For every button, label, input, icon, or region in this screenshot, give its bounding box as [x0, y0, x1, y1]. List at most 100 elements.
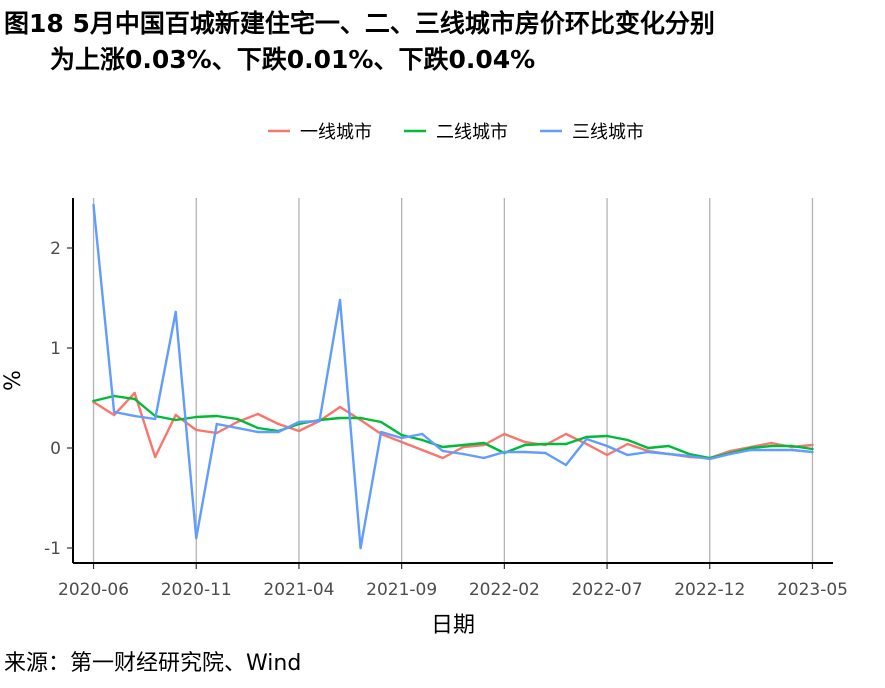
- data-point: [626, 438, 629, 442]
- data-point: [770, 441, 773, 445]
- chart-title-line2: 为上涨0.03%、下跌0.01%、下跌0.04%: [50, 45, 536, 74]
- data-point: [400, 440, 403, 444]
- x-tick-label: 2023-05: [777, 580, 848, 600]
- data-point: [112, 410, 116, 414]
- data-point: [174, 418, 177, 422]
- source-note: 来源：第一财经研究院、Wind: [4, 651, 302, 676]
- data-point: [790, 444, 794, 448]
- data-point: [626, 453, 629, 457]
- series-line-1: [92, 391, 814, 460]
- data-point: [215, 414, 218, 418]
- data-point: [256, 430, 260, 434]
- x-axis-title: 日期: [431, 613, 475, 638]
- data-point: [523, 440, 527, 444]
- data-point: [400, 436, 403, 440]
- data-point: [811, 443, 814, 447]
- data-point: [256, 412, 260, 416]
- data-point: [359, 416, 362, 420]
- data-point: [215, 422, 218, 426]
- y-tick-label: 2: [50, 239, 61, 259]
- y-tick-label: -1: [44, 539, 61, 559]
- data-point: [811, 450, 814, 454]
- data-point: [195, 428, 198, 432]
- data-point: [420, 438, 424, 442]
- data-point: [503, 450, 506, 454]
- data-point: [708, 457, 711, 461]
- data-point: [503, 432, 506, 436]
- chart-title-line1: 图18 5月中国百城新建住宅一、二、三线城市房价环比变化分别: [4, 9, 715, 38]
- data-point: [318, 419, 321, 423]
- data-point: [195, 415, 198, 419]
- data-point: [112, 413, 116, 417]
- data-point: [359, 546, 362, 550]
- x-tick-label: 2022-02: [469, 580, 540, 600]
- data-point: [729, 449, 732, 453]
- data-point: [544, 451, 547, 455]
- data-point: [770, 444, 773, 448]
- data-point: [605, 444, 609, 448]
- data-point: [236, 417, 239, 421]
- data-point: [544, 442, 547, 446]
- data-point: [400, 433, 403, 437]
- chart-title: 图18 5月中国百城新建住宅一、二、三线城市房价环比变化分别 为上涨0.03%、…: [4, 6, 864, 78]
- data-point: [133, 414, 136, 418]
- data-point: [379, 430, 383, 434]
- data-point: [790, 448, 794, 452]
- data-point: [256, 426, 260, 430]
- data-point: [564, 463, 568, 467]
- data-point: [236, 426, 239, 430]
- data-point: [92, 203, 95, 207]
- data-point: [338, 416, 342, 420]
- data-point: [646, 450, 650, 454]
- y-tick-label: 0: [50, 439, 61, 459]
- data-point: [729, 452, 732, 456]
- data-point: [462, 445, 465, 449]
- legend-label-3: 三线城市: [572, 122, 644, 143]
- x-tick-label: 2020-11: [161, 580, 232, 600]
- data-point: [749, 448, 753, 452]
- data-point: [811, 447, 814, 451]
- data-point: [441, 449, 444, 453]
- data-point: [420, 432, 424, 436]
- data-point: [749, 446, 753, 450]
- data-point: [379, 420, 383, 424]
- data-point: [770, 448, 773, 452]
- data-point: [174, 310, 177, 314]
- data-point: [688, 452, 691, 456]
- data-point: [195, 536, 198, 540]
- data-point: [359, 418, 362, 422]
- data-point: [523, 450, 527, 454]
- data-point: [153, 417, 157, 421]
- x-tick-label: 2022-12: [674, 580, 745, 600]
- data-point: [277, 430, 280, 434]
- data-point: [420, 448, 424, 452]
- data-point: [92, 399, 95, 403]
- data-point: [482, 441, 486, 445]
- data-point: [523, 443, 527, 447]
- data-point: [441, 445, 444, 449]
- legend-label-1: 一线城市: [300, 122, 372, 143]
- data-point: [605, 434, 609, 438]
- data-point: [667, 444, 670, 448]
- data-point: [646, 446, 650, 450]
- x-tick-label: 2021-09: [366, 580, 437, 600]
- data-point: [462, 452, 465, 456]
- data-point: [174, 413, 177, 417]
- y-axis-title: %: [1, 370, 26, 391]
- data-point: [667, 452, 670, 456]
- data-point: [482, 456, 486, 460]
- y-tick-label: 1: [50, 339, 61, 359]
- data-point: [338, 405, 342, 409]
- series-line-3: [92, 203, 814, 550]
- data-point: [605, 453, 609, 457]
- data-point: [133, 391, 136, 395]
- data-point: [297, 429, 301, 433]
- data-point: [462, 443, 465, 447]
- x-tick-label: 2021-04: [263, 580, 334, 600]
- x-tick-label: 2020-06: [58, 580, 129, 600]
- data-point: [441, 456, 444, 460]
- data-point: [297, 420, 301, 424]
- data-point: [688, 454, 691, 458]
- x-tick-label: 2022-07: [572, 580, 643, 600]
